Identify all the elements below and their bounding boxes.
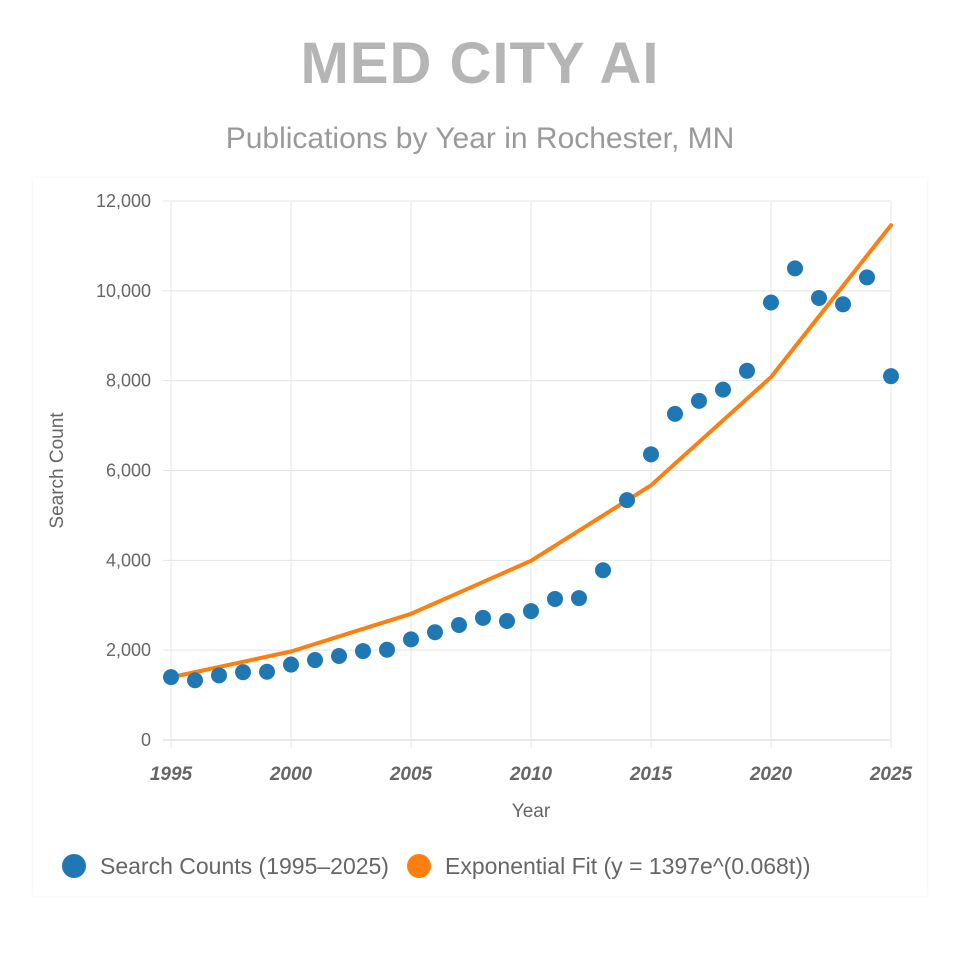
data-point — [451, 617, 467, 634]
data-point — [331, 648, 347, 665]
data-point — [691, 392, 707, 409]
data-point — [859, 269, 875, 286]
data-point — [619, 492, 635, 509]
y-tick-label: 0 — [141, 730, 151, 750]
data-point — [595, 562, 611, 579]
chart-title: Publications by Year in Rochester, MN — [225, 122, 735, 155]
x-axis-title: Year — [512, 801, 551, 822]
x-tick-label: 2020 — [749, 764, 793, 785]
data-point — [571, 590, 587, 607]
x-tick-label: 2010 — [509, 764, 553, 785]
data-point — [787, 260, 803, 277]
y-tick-label: 8,000 — [106, 371, 151, 391]
legend-label-exponential-fit: Exponential Fit (y = 1397e^(0.068t)) — [444, 852, 811, 879]
data-point — [355, 643, 371, 660]
fit-line-group — [169, 223, 893, 680]
y-tick-label: 6,000 — [106, 461, 151, 481]
legend-swatch-search-counts — [62, 854, 86, 878]
data-point — [403, 631, 419, 648]
x-tick-label: 2025 — [869, 764, 913, 785]
legend: Search Counts (1995–2025) Exponential Fi… — [62, 846, 811, 886]
legend-label-search-counts: Search Counts (1995–2025) — [100, 852, 389, 879]
fit-line — [169, 223, 893, 680]
data-point — [187, 672, 203, 689]
data-point — [163, 669, 179, 686]
y-tick-label: 4,000 — [106, 550, 151, 570]
data-point — [763, 294, 779, 311]
data-point — [835, 296, 851, 313]
data-points — [163, 260, 899, 689]
x-tick-label: 2000 — [269, 764, 313, 785]
legend-item-exponential-fit[interactable]: Exponential Fit (y = 1397e^(0.068t)) — [406, 852, 811, 880]
data-point — [379, 641, 395, 658]
data-point — [211, 667, 227, 684]
data-point — [259, 663, 275, 680]
y-tick-label: 2,000 — [106, 640, 151, 660]
legend-swatch-exponential-fit — [406, 854, 431, 878]
data-point — [739, 362, 755, 379]
chart-area — [33, 178, 927, 896]
data-point — [307, 652, 323, 669]
data-point — [883, 368, 899, 385]
data-point — [283, 656, 299, 673]
x-tick-label: 2005 — [389, 764, 433, 785]
y-tick-label: 12,000 — [96, 191, 151, 211]
x-tick-label: 2015 — [629, 764, 673, 785]
data-point — [235, 664, 251, 681]
data-point — [499, 612, 515, 629]
data-point — [523, 603, 539, 620]
x-tick-label: 1995 — [150, 764, 193, 785]
data-point — [811, 290, 827, 307]
data-point — [427, 624, 443, 641]
data-point — [547, 590, 563, 607]
data-point — [667, 405, 683, 422]
brand-title: MED CITY AI — [300, 31, 660, 96]
data-point — [475, 609, 491, 626]
y-axis-title: Search Count — [47, 412, 68, 529]
y-tick-labels: 0 2,000 4,000 6,000 8,000 10,000 12,000 — [96, 191, 151, 750]
data-point — [715, 381, 731, 398]
data-point — [643, 446, 659, 463]
x-tick-labels: 1995 2000 2005 2010 2015 2020 2025 — [150, 764, 913, 785]
y-tick-label: 10,000 — [96, 281, 151, 301]
legend-item-search-counts[interactable]: Search Counts (1995–2025) — [62, 853, 389, 880]
